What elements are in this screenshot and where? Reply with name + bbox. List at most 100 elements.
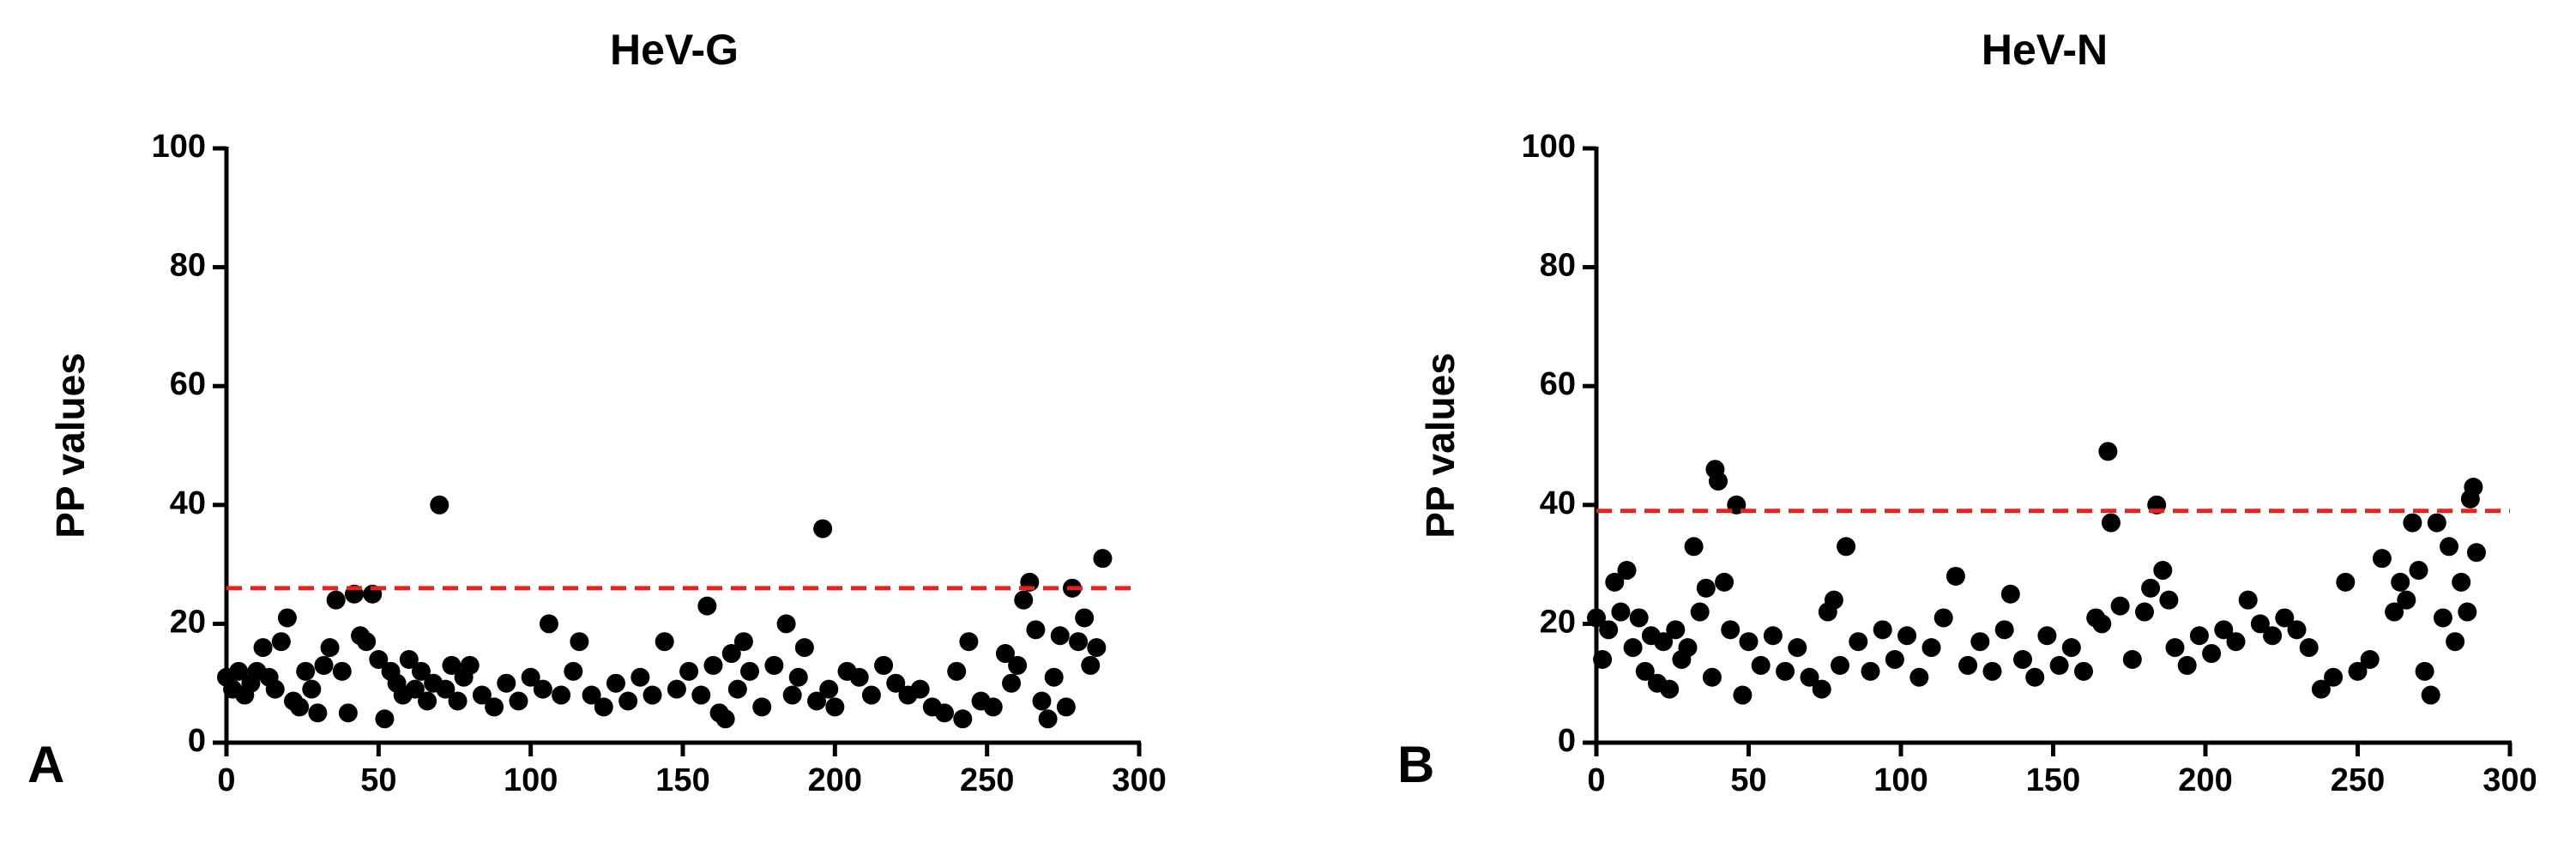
point xyxy=(2466,543,2486,563)
y-axis-label: PP values xyxy=(48,352,93,539)
point xyxy=(472,685,492,705)
point xyxy=(399,649,419,669)
point xyxy=(552,685,571,705)
point xyxy=(2153,561,2173,581)
point xyxy=(2452,572,2471,592)
point xyxy=(740,661,760,681)
point xyxy=(1812,679,1831,699)
point xyxy=(764,655,784,675)
point xyxy=(442,655,462,675)
point xyxy=(2275,608,2295,628)
point xyxy=(995,644,1015,664)
point xyxy=(1982,661,2002,681)
point xyxy=(302,679,322,699)
point xyxy=(1623,638,1643,658)
point xyxy=(314,655,334,675)
point xyxy=(1660,679,1680,699)
point xyxy=(1709,472,1728,491)
point xyxy=(1008,655,1028,675)
point xyxy=(2360,649,2380,669)
point xyxy=(819,679,839,699)
point xyxy=(2403,513,2422,533)
point xyxy=(1684,537,1704,557)
y-tick-label: 100 xyxy=(1522,129,1576,165)
panel: HeV-G PP values A 0 20 40 60 80 100 0 50 100 150 200 2… xyxy=(27,26,1167,798)
point xyxy=(1587,608,1606,628)
y-tick-label: 0 xyxy=(188,723,206,759)
point xyxy=(277,608,297,628)
point xyxy=(448,691,468,711)
point xyxy=(1002,673,1022,693)
point xyxy=(2287,620,2307,640)
point xyxy=(582,685,601,705)
point xyxy=(2427,513,2446,533)
point xyxy=(2135,602,2154,622)
point xyxy=(436,679,455,699)
point xyxy=(1635,661,1655,681)
point xyxy=(2101,513,2121,533)
point xyxy=(521,667,540,687)
point xyxy=(2391,572,2410,592)
point xyxy=(418,691,437,711)
y-tick-label: 0 xyxy=(1558,723,1576,759)
point xyxy=(564,661,583,681)
point xyxy=(1654,632,1674,652)
point xyxy=(1909,667,1929,687)
point xyxy=(1970,632,1990,652)
point xyxy=(1093,549,1113,569)
point xyxy=(2098,442,2118,461)
point xyxy=(405,679,425,699)
point xyxy=(2122,649,2142,669)
point xyxy=(861,685,881,705)
point xyxy=(253,638,273,658)
x-tick-label: 0 xyxy=(217,762,235,798)
y-tick-label: 60 xyxy=(170,366,206,402)
point xyxy=(630,667,650,687)
point xyxy=(2000,584,2020,604)
point xyxy=(1994,620,2014,640)
point xyxy=(570,632,589,652)
point xyxy=(1629,608,1649,628)
point xyxy=(1763,626,1783,646)
x-tick-label: 50 xyxy=(1730,762,1766,798)
point xyxy=(886,673,906,693)
point xyxy=(509,691,528,711)
point xyxy=(1776,661,1795,681)
y-tick-label: 20 xyxy=(1540,604,1576,640)
point xyxy=(655,632,674,652)
y-tick-label: 20 xyxy=(170,604,206,640)
point xyxy=(2025,667,2045,687)
point xyxy=(910,679,930,699)
y-tick-label: 40 xyxy=(170,485,206,521)
point xyxy=(813,519,833,539)
point xyxy=(2464,478,2483,497)
point xyxy=(1593,649,1613,669)
x-tick-label: 100 xyxy=(504,762,558,798)
point xyxy=(618,691,638,711)
point xyxy=(2037,626,2057,646)
point xyxy=(959,632,979,652)
point xyxy=(794,638,814,658)
point xyxy=(2415,661,2434,681)
x-tick-label: 100 xyxy=(1873,762,1927,798)
point xyxy=(1831,655,1849,675)
point xyxy=(1678,638,1698,658)
point xyxy=(2372,549,2392,569)
point xyxy=(2202,644,2222,664)
point xyxy=(715,709,735,729)
point xyxy=(1032,691,1052,711)
point xyxy=(1702,667,1722,687)
x-tick-label: 300 xyxy=(1112,762,1166,798)
panel-label: A xyxy=(27,736,64,793)
point xyxy=(1733,685,1753,705)
y-axis-label: PP values xyxy=(1418,352,1463,539)
x-tick-label: 200 xyxy=(2178,762,2232,798)
point xyxy=(2458,602,2477,622)
point xyxy=(782,685,802,705)
point xyxy=(983,697,1003,717)
point xyxy=(691,685,711,705)
y-tick-label: 80 xyxy=(170,248,206,284)
point xyxy=(460,655,480,675)
point xyxy=(1934,608,1953,628)
